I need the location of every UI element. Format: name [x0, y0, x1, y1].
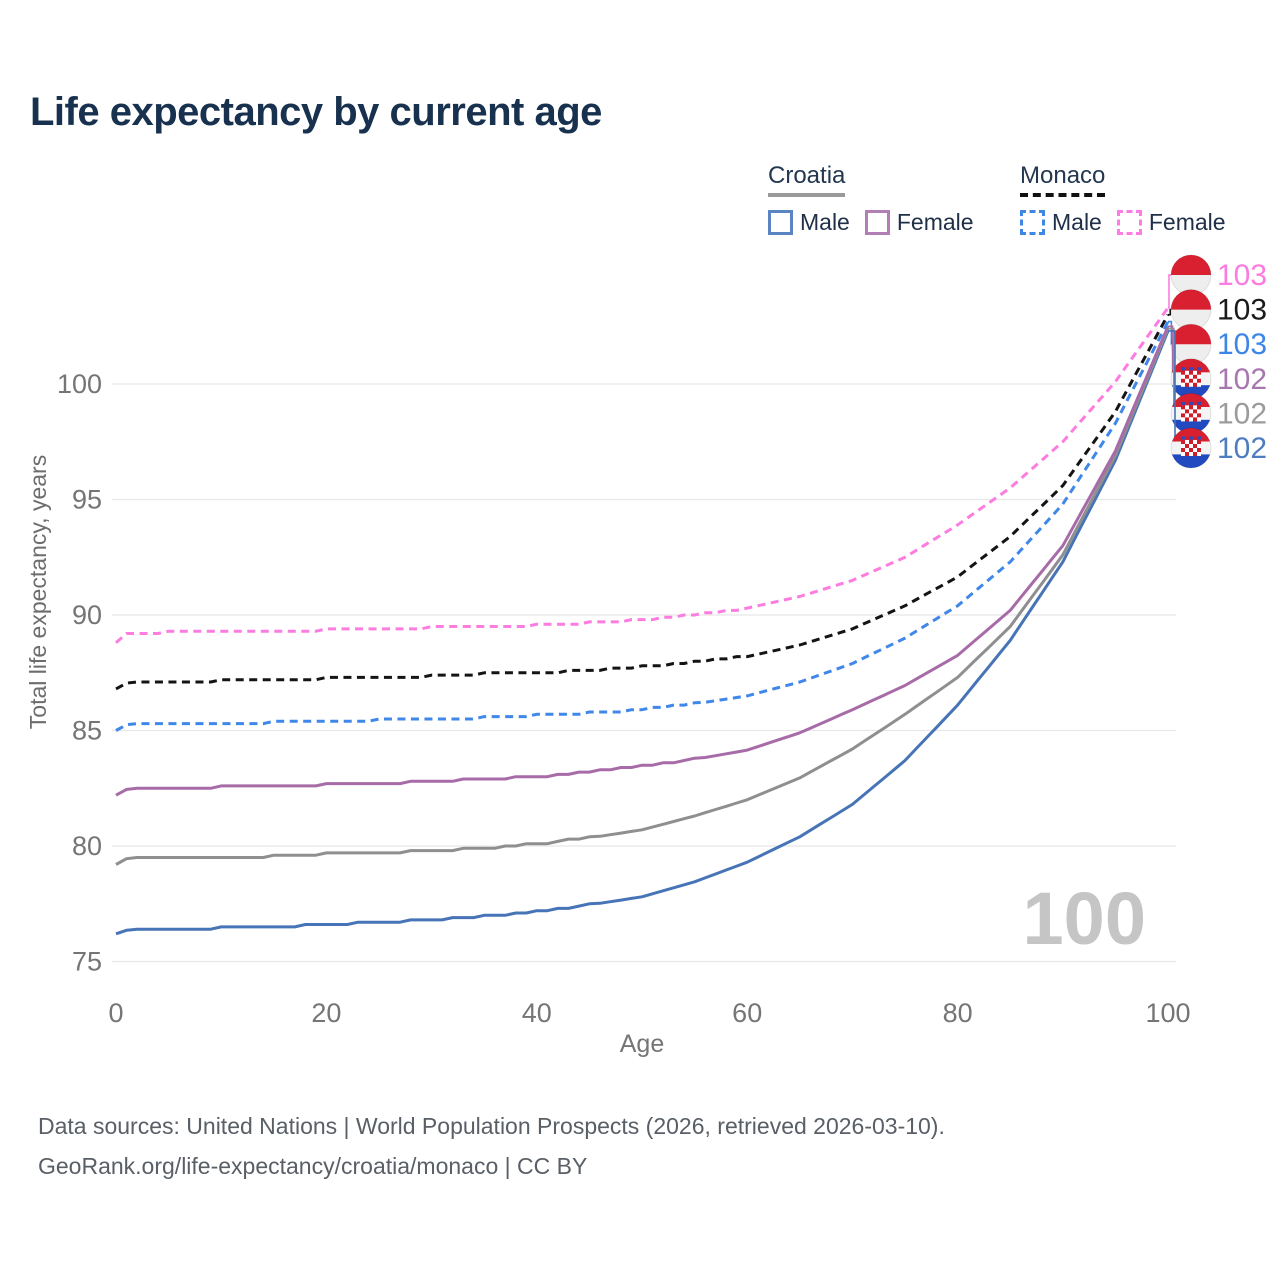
y-tick-label: 100 — [57, 369, 102, 399]
legend-country-monaco: Monaco — [1020, 162, 1106, 197]
croatia-flag-icon — [1170, 392, 1212, 434]
legend-country-croatia: Croatia — [768, 162, 846, 197]
x-tick-label: 60 — [732, 998, 762, 1028]
x-axis-title: Age — [620, 1030, 664, 1058]
croatia-flag-icon — [1170, 427, 1212, 469]
y-tick-label: 85 — [72, 716, 102, 746]
croatia-male-swatch-icon — [768, 210, 793, 235]
y-tick-label: 80 — [72, 831, 102, 861]
series-line-monaco-female — [115, 306, 1170, 644]
end-value-label-monaco-male: 103 — [1217, 328, 1267, 361]
y-tick-label: 90 — [72, 600, 102, 630]
age-watermark: 100 — [1023, 877, 1146, 960]
chart-footer: Data sources: United Nations | World Pop… — [38, 1106, 945, 1186]
croatia-female-swatch-icon — [864, 210, 890, 235]
x-tick-label: 0 — [108, 998, 123, 1028]
series-line-monaco — [115, 313, 1170, 691]
monaco-flag-icon — [1170, 323, 1212, 365]
legend-item-monaco-female: Female — [1116, 209, 1226, 236]
legend-label-monaco-male: Male — [1052, 209, 1102, 235]
series-line-croatia — [115, 328, 1170, 866]
x-tick-label: 80 — [943, 998, 973, 1028]
x-tick-label: 100 — [1145, 998, 1190, 1028]
monaco-flag-icon — [1170, 254, 1212, 296]
series-line-croatia-male — [115, 330, 1170, 936]
croatia-flag-icon — [1170, 358, 1212, 400]
legend-label-croatia-female: Female — [896, 209, 974, 235]
legend-group-croatia: Croatia Male Female — [768, 162, 974, 236]
x-tick-label: 20 — [311, 998, 341, 1028]
end-value-label-croatia-male: 102 — [1217, 432, 1267, 465]
end-value-label-croatia: 102 — [1217, 397, 1267, 430]
series-line-monaco-male — [115, 320, 1170, 732]
legend-item-croatia-female: Female — [864, 209, 974, 236]
monaco-flag-icon — [1170, 289, 1212, 331]
series-line-croatia-female — [115, 325, 1170, 797]
legend-items-monaco: Male Female — [1020, 209, 1226, 236]
y-axis-title: Total life expectancy, years — [25, 455, 51, 729]
legend-item-croatia-male: Male — [768, 209, 850, 236]
x-tick-label: 40 — [522, 998, 552, 1028]
page-title: Life expectancy by current age — [30, 90, 602, 134]
y-tick-label: 75 — [72, 947, 102, 977]
monaco-female-swatch-icon — [1116, 210, 1142, 235]
legend-group-monaco: Monaco Male Female — [1020, 162, 1226, 236]
legend-item-monaco-male: Male — [1020, 209, 1102, 236]
end-value-label-monaco-female: 103 — [1217, 259, 1267, 292]
attribution-line: GeoRank.org/life-expectancy/croatia/mona… — [38, 1153, 588, 1179]
data-sources-line: Data sources: United Nations | World Pop… — [38, 1113, 945, 1139]
y-tick-label: 95 — [72, 485, 102, 515]
monaco-male-swatch-icon — [1020, 210, 1045, 235]
legend-label-croatia-male: Male — [800, 209, 850, 235]
end-value-label-croatia-female: 102 — [1217, 363, 1267, 396]
legend-items-croatia: Male Female — [768, 209, 974, 236]
end-value-label-monaco: 103 — [1217, 294, 1267, 327]
legend-label-monaco-female: Female — [1148, 209, 1226, 235]
